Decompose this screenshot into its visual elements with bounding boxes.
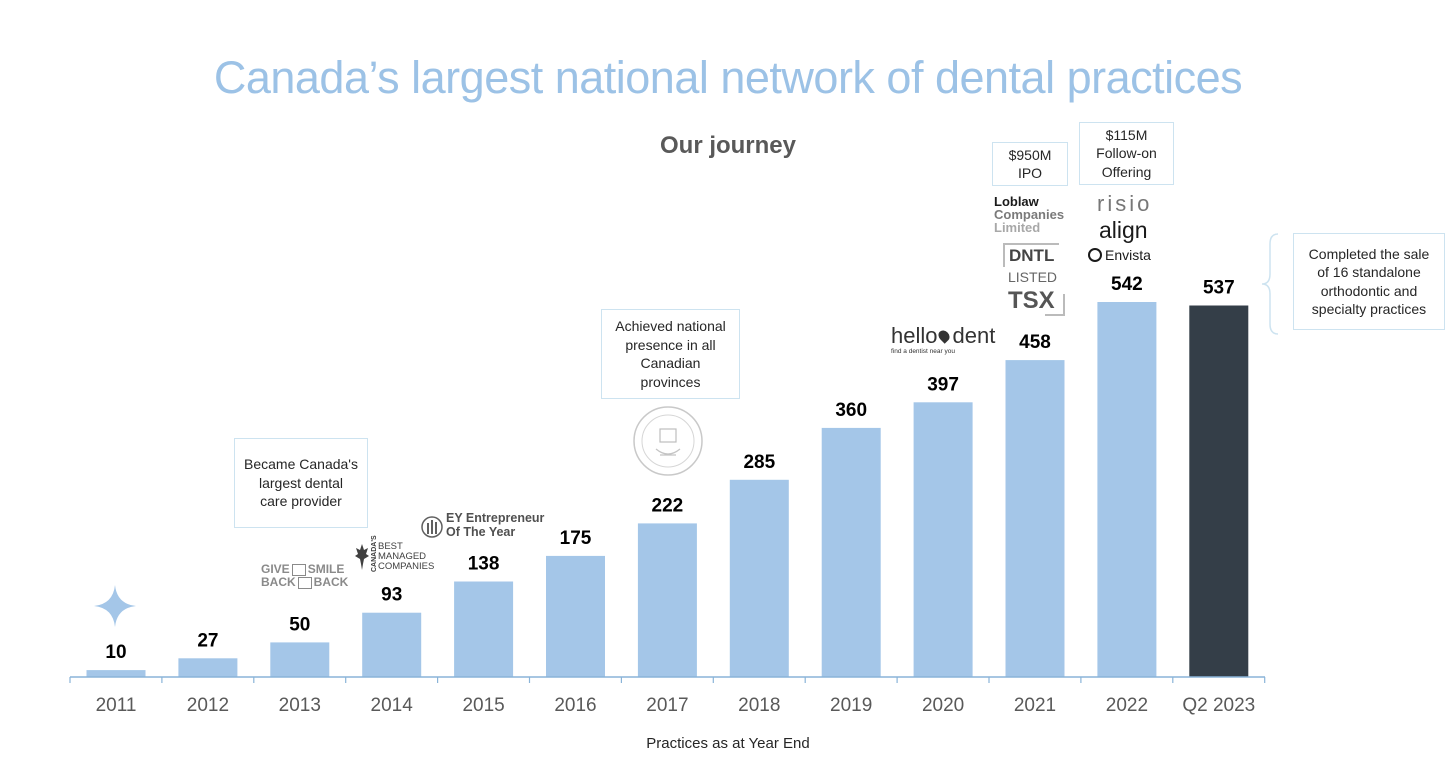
x-tick-label: 2017	[646, 695, 688, 716]
risio-logo: risio	[1097, 191, 1153, 216]
page-title: Canada’s largest national network of den…	[213, 52, 1243, 103]
value-label: 27	[197, 630, 218, 651]
align-logo: align	[1099, 217, 1148, 243]
x-tick-label: 2022	[1106, 695, 1148, 716]
value-label: 397	[927, 374, 959, 395]
value-label: 50	[289, 614, 310, 635]
envista-logo: Envista	[1088, 247, 1151, 263]
callout-q2-2023: Completed the sale of 16 standalone orth…	[1293, 233, 1445, 330]
value-label: 537	[1203, 278, 1235, 299]
brace-connector	[1261, 233, 1279, 335]
callout-line: Offering	[1101, 163, 1152, 180]
tick-labels-group: 2011 2012 2013 2014 2015 2016 2017 2018 2019 2020…	[96, 695, 1256, 716]
envista-icon	[1088, 248, 1102, 262]
bar-2013	[270, 642, 330, 677]
callout-line: Follow-on	[1096, 145, 1157, 162]
callout-line: IPO	[1017, 165, 1043, 181]
callout-line: largest dental	[258, 474, 344, 491]
bar-2020	[913, 402, 973, 677]
value-label: 458	[1019, 332, 1051, 353]
x-tick-label: 2016	[554, 695, 596, 716]
x-tick-label: 2014	[371, 695, 414, 716]
x-tick-label: 2020	[922, 695, 964, 716]
callout-line: of 16 standalone	[1317, 264, 1421, 280]
bar-2015	[454, 581, 514, 677]
maple-leaf-icon	[355, 544, 369, 570]
x-tick-label: 2015	[462, 695, 504, 716]
bar-2017	[637, 523, 697, 677]
callout-line: orthodontic and	[1320, 282, 1418, 299]
value-label: 138	[468, 554, 500, 575]
callout-2021-ipo: $950M IPO	[992, 142, 1068, 186]
sparkle-icon	[94, 585, 136, 627]
x-tick-label: 2013	[279, 695, 321, 716]
x-tick-label: 2019	[830, 695, 872, 716]
bars-group	[86, 302, 1249, 677]
callout-2017: Achieved national presence in all Canadi…	[601, 309, 740, 399]
seal-emblem-icon	[633, 406, 703, 476]
callout-line: Became Canada's	[244, 456, 358, 473]
value-label: 175	[560, 528, 592, 549]
callout-2013: Became Canada's largest dental care prov…	[234, 438, 368, 528]
x-tick-label: 2021	[1014, 695, 1056, 716]
bar-q2-2023	[1189, 305, 1249, 677]
callout-line: Canadian	[640, 355, 701, 371]
bar-2018	[729, 479, 789, 677]
bar-2016	[546, 555, 605, 677]
callout-2022-offering: $115M Follow-on Offering	[1079, 122, 1174, 185]
callout-line: Completed the sale	[1308, 245, 1430, 262]
bar-2019	[821, 427, 881, 677]
callout-line: provinces	[640, 373, 701, 390]
value-label: 222	[652, 495, 684, 516]
dntl-tsx-logo: DNTL LISTED TSX	[1003, 243, 1065, 316]
chart-subtitle: Our journey	[659, 132, 797, 159]
loblaw-logo: Loblaw Companies Limited	[994, 194, 1065, 235]
bar-2012	[178, 658, 238, 677]
bar-2011	[86, 670, 146, 677]
value-labels-group: 10 27 50 93 138 175 222 285 360 397 458 542 537	[105, 274, 1234, 663]
location-pin-icon	[936, 328, 953, 344]
x-tick-label: 2012	[187, 695, 229, 716]
best-managed-companies-logo: CANADA'S BEST MANAGED COMPANIES	[355, 535, 435, 574]
callout-line: specialty practices	[1311, 301, 1427, 317]
tick-marks-group	[69, 677, 1266, 683]
bar-2014	[362, 612, 422, 677]
value-label: 360	[835, 400, 867, 421]
ey-bars-icon	[421, 516, 443, 538]
value-label: 285	[743, 452, 775, 473]
value-label: 93	[381, 585, 402, 606]
bar-2022	[1097, 302, 1157, 677]
callout-line: presence in all	[625, 336, 716, 353]
callout-line: care provider	[260, 493, 342, 510]
x-axis-title: Practices as at Year End	[646, 735, 810, 752]
callout-line: Achieved national	[615, 318, 726, 334]
bar-2021	[1005, 360, 1065, 677]
x-tick-label: 2018	[738, 695, 780, 716]
callout-line: $950M	[1008, 146, 1052, 163]
ey-entrepreneur-logo: EY Entrepreneur Of The Year	[421, 511, 551, 542]
x-tick-label: 2011	[96, 695, 137, 716]
callout-line: $115M	[1105, 126, 1148, 143]
give-back-smile-back-logo: GIVE SMILE BACK BACK	[261, 562, 349, 589]
value-label: 542	[1111, 274, 1143, 295]
x-tick-label: Q2 2023	[1182, 695, 1255, 716]
hellodent-logo: hello dent find a dentist near you	[891, 323, 996, 356]
value-label: 10	[105, 642, 126, 663]
